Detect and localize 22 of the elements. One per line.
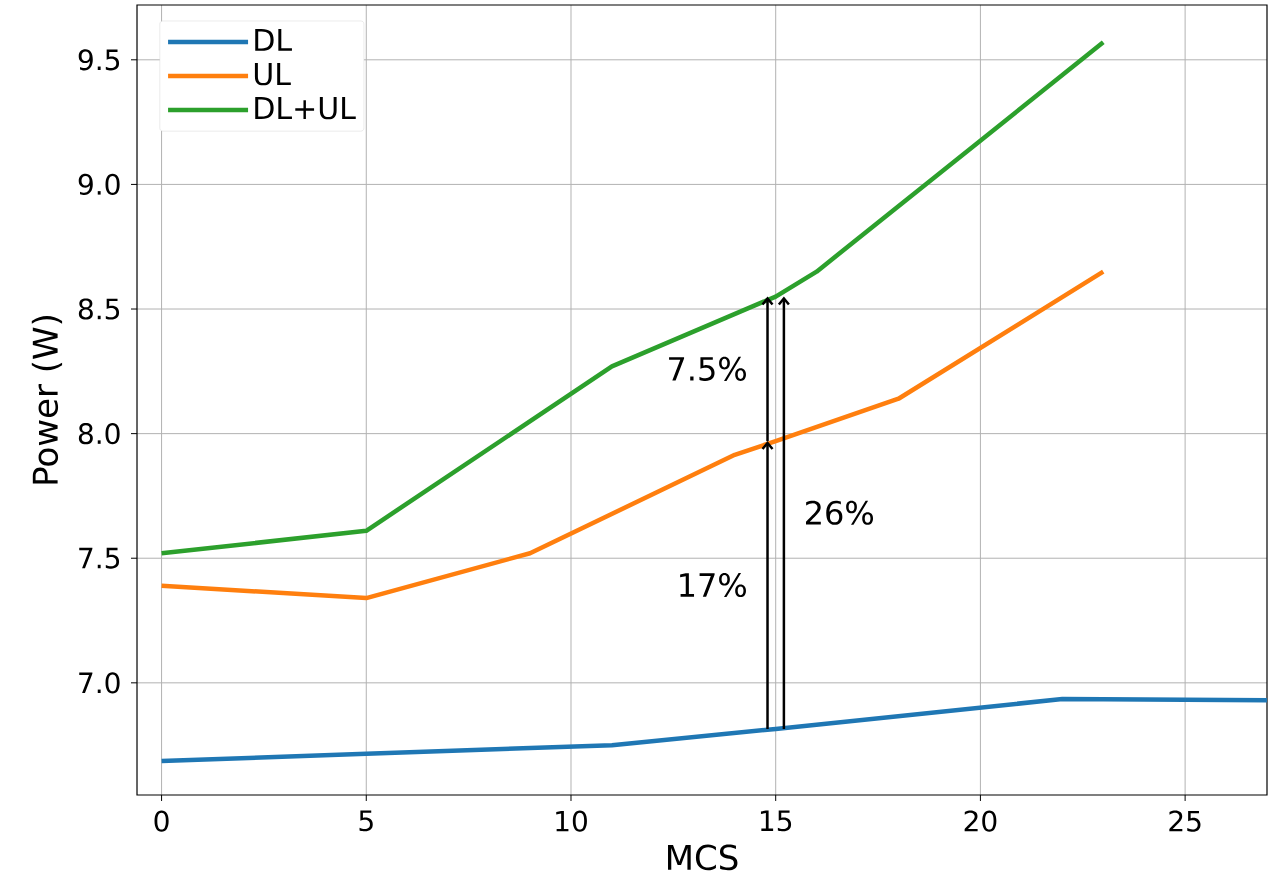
y-tick-label: 9.5 — [78, 49, 120, 71]
line-series — [159, 696, 1270, 764]
y-tick-label: 7.5 — [79, 547, 120, 569]
y-axis-title: Power (W) — [31, 316, 63, 484]
y-tick-label: 9.0 — [78, 173, 120, 195]
y-tick-label: 8.0 — [78, 423, 120, 445]
annotation: 26% — [806, 500, 873, 525]
line-series — [159, 269, 1106, 601]
x-axis-title: MCS — [668, 844, 738, 871]
annotation: 7.5% — [669, 356, 746, 381]
x-tick-label: 20 — [964, 810, 997, 832]
x-tick-label: 15 — [760, 810, 792, 832]
legend-label: UL — [254, 63, 291, 86]
annotation: 17% — [680, 572, 746, 598]
legend-label: DL+UL — [255, 97, 356, 120]
y-tick-label: 7.0 — [79, 672, 120, 694]
legend-label: DL — [255, 28, 292, 51]
x-tick-label: 0 — [154, 810, 169, 832]
x-tick-label: 10 — [556, 810, 587, 832]
x-tick-label: 5 — [359, 810, 373, 832]
x-tick-label: 25 — [1169, 810, 1201, 832]
y-tick-label: 8.5 — [78, 298, 120, 320]
